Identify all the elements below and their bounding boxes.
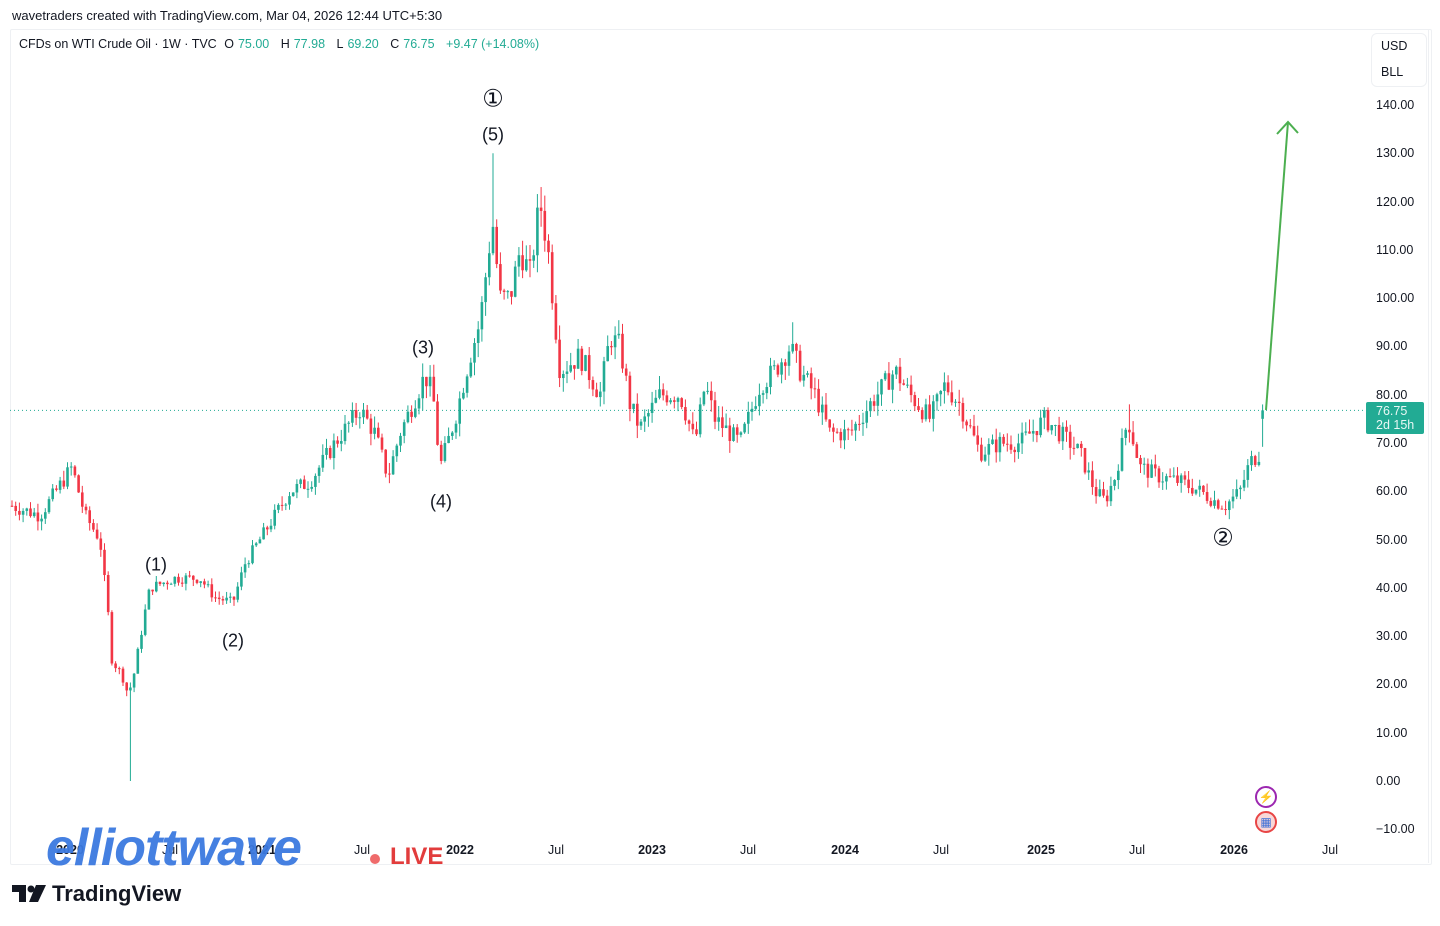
price-axis-label: 120.00 xyxy=(1376,194,1415,209)
live-badge: LIVE xyxy=(390,843,444,870)
time-axis-label: Jul xyxy=(354,843,370,857)
price-axis-label: 40.00 xyxy=(1376,580,1408,595)
time-axis-label: Jul xyxy=(740,843,756,857)
chart-credit: wavetraders created with TradingView.com… xyxy=(12,8,443,23)
ohlc-high: H 77.98 xyxy=(280,37,326,51)
price-axis-label: 50.00 xyxy=(1376,532,1408,547)
elliott-wave-label[interactable]: (1) xyxy=(145,554,167,575)
price-axis-border xyxy=(1428,29,1429,863)
price-axis-label: 60.00 xyxy=(1376,484,1408,499)
time-axis-label: 2023 xyxy=(638,843,666,857)
price-axis-label: 70.00 xyxy=(1376,435,1408,450)
currency-unit-selector[interactable]: USD BLL xyxy=(1371,33,1427,87)
price-axis-label: 80.00 xyxy=(1376,387,1408,402)
price-axis-label: 100.00 xyxy=(1376,291,1415,306)
currency-label[interactable]: USD xyxy=(1381,39,1408,53)
symbol-title[interactable]: CFDs on WTI Crude Oil · 1W · TVC xyxy=(19,37,217,51)
ohlc-low: L 69.20 xyxy=(336,37,379,51)
ohlc-open: O 75.00 xyxy=(224,37,270,51)
time-axis-label: 2024 xyxy=(831,843,859,857)
time-axis-label: 2021 xyxy=(248,843,276,857)
price-axis-label: 30.00 xyxy=(1376,629,1408,644)
price-axis-label: 110.00 xyxy=(1376,242,1414,257)
time-axis-label: Jul xyxy=(1322,843,1338,857)
time-axis-label: Jul xyxy=(1129,843,1145,857)
price-axis-label: 140.00 xyxy=(1376,97,1415,112)
live-dot-icon xyxy=(370,854,380,864)
time-axis-label: 2025 xyxy=(1027,843,1055,857)
symbol-legend: CFDs on WTI Crude Oil · 1W · TVC O 75.00 … xyxy=(19,37,543,51)
elliott-wave-label[interactable]: (5) xyxy=(482,124,504,145)
price-axis-label: −10.00 xyxy=(1376,822,1415,837)
price-axis-label: 90.00 xyxy=(1376,339,1408,354)
elliott-wave-label[interactable]: ① xyxy=(482,85,504,113)
lightning-event-icon[interactable]: ⚡ xyxy=(1255,786,1277,808)
time-axis-label: 2020 xyxy=(56,843,84,857)
tradingview-logo-icon xyxy=(12,885,46,902)
price-axis-label: 20.00 xyxy=(1376,677,1408,692)
ohlc-close: C 76.75 xyxy=(390,37,435,51)
us-flag-economic-event-icon[interactable]: ▦ xyxy=(1255,811,1277,833)
price-axis-label: 10.00 xyxy=(1376,725,1408,740)
elliottwave-watermark: elliottwave xyxy=(46,819,302,877)
time-axis-label: 2022 xyxy=(446,843,474,857)
elliott-wave-label[interactable]: (3) xyxy=(412,337,434,358)
chart-pane[interactable] xyxy=(10,29,1432,865)
tradingview-logo[interactable]: TradingView xyxy=(12,881,181,907)
bar-countdown: 2d 15h xyxy=(1376,418,1415,432)
time-axis-label: Jul xyxy=(548,843,564,857)
price-axis-label: 0.00 xyxy=(1376,774,1401,788)
elliott-wave-label[interactable]: (4) xyxy=(430,491,452,512)
price-change: +9.47 (+14.08%) xyxy=(446,37,540,51)
time-axis-label: Jul xyxy=(933,843,949,857)
last-price: 76.75 xyxy=(1376,404,1408,418)
elliott-wave-label[interactable]: ② xyxy=(1212,524,1234,552)
time-axis-label: 2026 xyxy=(1220,843,1248,857)
price-axis-label: 130.00 xyxy=(1376,146,1415,161)
last-price-tag: 76.75 2d 15h xyxy=(1366,402,1424,434)
time-axis-label: Jul xyxy=(162,843,178,857)
elliott-wave-label[interactable]: (2) xyxy=(222,630,244,651)
unit-label[interactable]: BLL xyxy=(1381,65,1404,79)
